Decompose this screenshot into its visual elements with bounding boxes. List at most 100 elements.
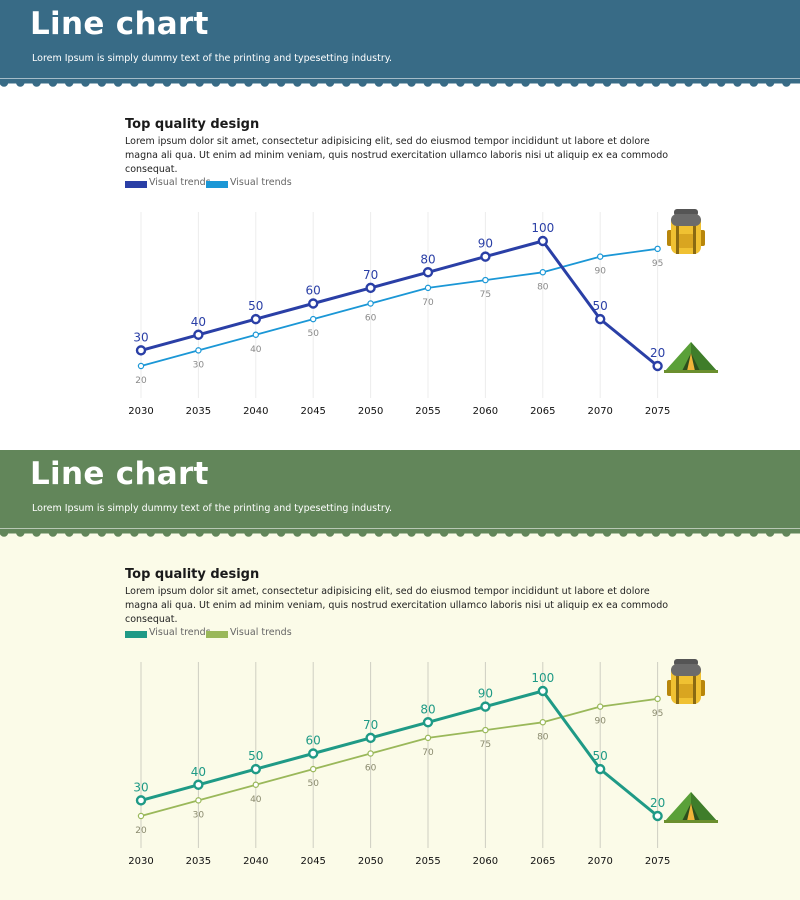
data-label: 30: [133, 330, 148, 344]
x-tick-label: 2065: [530, 406, 555, 417]
data-point: [480, 701, 491, 712]
header-divider: [0, 78, 800, 79]
data-label: 80: [537, 732, 549, 742]
data-label: 80: [420, 252, 435, 266]
data-label: 75: [480, 290, 491, 300]
data-point: [308, 748, 319, 759]
data-label: 30: [193, 360, 205, 370]
data-point: [195, 347, 202, 354]
data-label: 60: [365, 314, 377, 324]
x-tick-label: 2040: [243, 406, 268, 417]
data-label: 70: [422, 298, 434, 308]
data-point: [424, 284, 432, 292]
data-label: 90: [594, 267, 606, 277]
x-axis: 2030 2035 2040 2045 2050 2055 2060 2065 2070 2075: [128, 406, 670, 417]
data-label: 80: [537, 282, 549, 292]
data-point: [422, 717, 434, 728]
series-1-line: [140, 239, 659, 368]
x-tick-label: 2040: [243, 856, 268, 867]
data-point: [597, 253, 604, 260]
x-tick-label: 2065: [530, 856, 555, 867]
data-point: [308, 298, 319, 309]
data-point: [539, 719, 547, 726]
legend-swatch-1: [125, 631, 147, 638]
scalloped-edge: [0, 532, 800, 537]
data-point: [193, 779, 204, 790]
data-label: 50: [248, 749, 263, 763]
data-label: 70: [363, 718, 378, 732]
legend-label-2: Visual trends: [230, 627, 292, 638]
section-title: Top quality design: [125, 117, 260, 132]
data-label: 40: [250, 345, 262, 355]
data-point: [652, 810, 663, 822]
series-1-line: [140, 689, 659, 818]
data-point: [250, 313, 262, 325]
section-text: Lorem ipsum dolor sit amet, consectetur …: [125, 586, 669, 625]
x-tick-label: 2055: [415, 856, 440, 867]
x-tick-label: 2075: [645, 856, 670, 867]
data-point: [137, 812, 145, 820]
data-point: [137, 362, 145, 370]
data-point: [367, 300, 374, 307]
grid-lines: [140, 212, 659, 398]
x-tick-label: 2050: [358, 856, 383, 867]
data-point: [595, 763, 606, 775]
data-point: [250, 763, 262, 775]
data-point: [252, 781, 259, 788]
data-label: 50: [593, 749, 608, 763]
data-label: 50: [593, 299, 608, 313]
data-point: [482, 276, 489, 284]
data-point: [654, 245, 661, 253]
data-point: [365, 732, 376, 744]
data-label: 40: [191, 765, 206, 779]
x-tick-label: 2055: [415, 406, 440, 417]
chart-panel-1: Line chart Lorem Ipsum is simply dummy t…: [0, 0, 800, 417]
data-label: 20: [650, 346, 665, 360]
line-chart-1: 2030 2035 2040 2045 2050 2055 2060 2065 2070 2075…: [128, 212, 670, 417]
data-point: [135, 345, 147, 356]
scalloped-edge: [0, 82, 800, 87]
tent-icon: [664, 342, 718, 373]
data-label: 90: [478, 237, 493, 251]
data-label: 50: [307, 779, 319, 789]
data-point: [424, 734, 432, 742]
data-point: [310, 315, 317, 323]
data-label: 20: [135, 376, 147, 386]
data-label: 40: [191, 315, 206, 329]
data-label: 50: [307, 329, 319, 339]
page-subtitle: Lorem Ipsum is simply dummy text of the …: [32, 503, 393, 514]
series-2-line: [140, 697, 658, 817]
x-tick-label: 2060: [473, 856, 498, 867]
x-tick-label: 2045: [300, 856, 325, 867]
x-tick-label: 2030: [128, 406, 153, 417]
x-tick-label: 2035: [186, 856, 211, 867]
legend-swatch-2: [206, 631, 228, 638]
legend-label-1: Visual trends: [149, 177, 211, 188]
legend-label-1: Visual trends: [149, 627, 211, 638]
header-divider: [0, 528, 800, 529]
data-label: 70: [422, 748, 434, 758]
data-label: 30: [133, 780, 148, 794]
grid-lines: [140, 662, 659, 848]
data-label: 90: [594, 717, 606, 727]
page-title: Line chart: [30, 6, 209, 42]
x-tick-label: 2030: [128, 856, 153, 867]
data-point: [537, 685, 548, 697]
data-label: 30: [193, 810, 205, 820]
data-label: 80: [420, 702, 435, 716]
x-tick-label: 2035: [186, 406, 211, 417]
x-tick-label: 2075: [645, 406, 670, 417]
data-label: 60: [365, 764, 377, 774]
data-point: [193, 329, 204, 340]
series-2-line: [140, 247, 658, 367]
data-label: 20: [135, 826, 147, 836]
legend-swatch-2: [206, 181, 228, 188]
backpack-icon: [667, 659, 705, 704]
data-point: [654, 695, 661, 703]
page-subtitle: Lorem Ipsum is simply dummy text of the …: [32, 53, 393, 64]
data-point: [252, 331, 259, 338]
data-label: 40: [250, 795, 262, 805]
series-1: 30 40 50 60 70 80 90 100 50 20: [133, 671, 665, 822]
data-point: [367, 750, 374, 757]
section-text: Lorem ipsum dolor sit amet, consectetur …: [125, 136, 669, 175]
